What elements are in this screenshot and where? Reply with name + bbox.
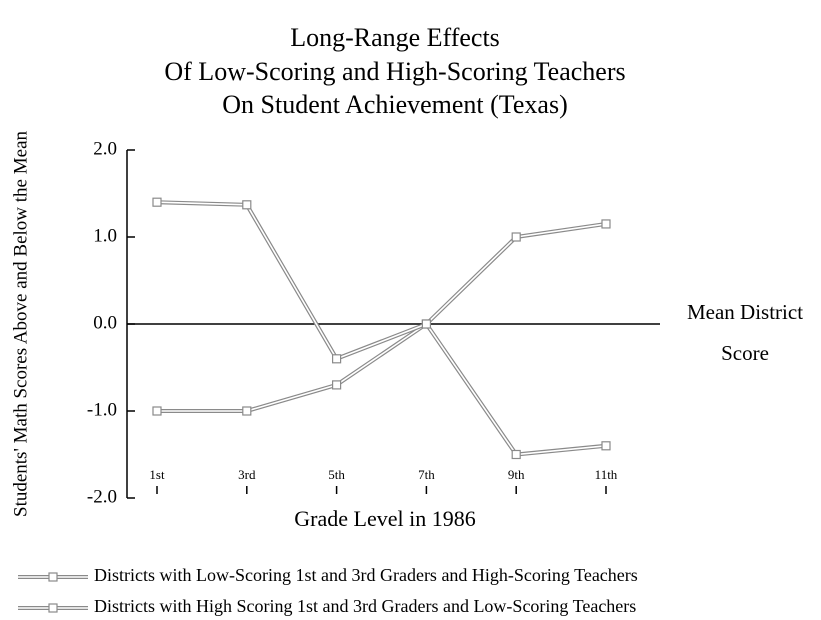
marker — [152, 197, 162, 207]
marker — [601, 441, 611, 451]
line — [156, 201, 607, 456]
legend-label: Districts with Low-Scoring 1st and 3rd G… — [94, 565, 638, 585]
y-tick-label: 0.0 — [93, 312, 117, 333]
y-tick-label: -2.0 — [87, 486, 117, 507]
x-tick-label: 9th — [508, 467, 525, 482]
y-tick-label: 1.0 — [93, 225, 117, 246]
legend-label: Districts with High Scoring 1st and 3rd … — [94, 596, 636, 616]
line-outline — [156, 200, 607, 457]
chart-title: On Student Achievement (Texas) — [222, 90, 567, 119]
chart-title: Long-Range Effects — [290, 23, 500, 52]
marker — [601, 219, 611, 229]
x-tick-label: 7th — [418, 467, 435, 482]
x-tick-label: 3rd — [238, 467, 256, 482]
annotation: Score — [721, 341, 769, 365]
legend-marker — [48, 572, 58, 582]
chart-title: Of Low-Scoring and High-Scoring Teachers — [164, 57, 625, 86]
marker — [332, 354, 342, 364]
marker — [242, 200, 252, 210]
x-tick-label: 5th — [328, 467, 345, 482]
y-tick-label: 2.0 — [93, 138, 117, 159]
marker — [421, 319, 431, 329]
x-tick-label: 1st — [149, 467, 165, 482]
x-axis-label: Grade Level in 1986 — [294, 506, 475, 531]
marker — [152, 406, 162, 416]
marker — [332, 380, 342, 390]
line-outline — [157, 221, 607, 413]
annotation: Mean District — [687, 300, 803, 324]
legend-marker — [48, 603, 58, 613]
y-axis-label: Students' Math Scores Above and Below th… — [10, 131, 31, 518]
marker — [511, 232, 521, 242]
marker — [242, 406, 252, 416]
marker — [511, 449, 521, 460]
line — [157, 223, 607, 412]
x-tick-label: 11th — [595, 467, 618, 482]
y-tick-label: -1.0 — [87, 399, 117, 420]
